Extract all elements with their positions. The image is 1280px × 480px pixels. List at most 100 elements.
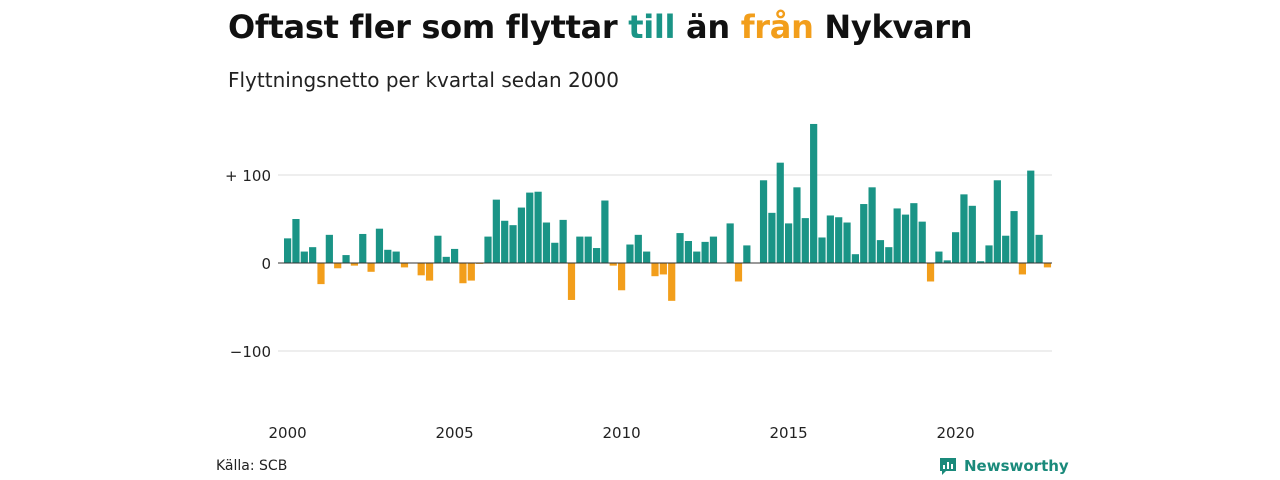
bar — [334, 263, 342, 269]
title-to-word: till — [628, 8, 676, 46]
bar — [926, 263, 935, 282]
bar — [684, 241, 692, 263]
bar — [501, 220, 509, 263]
bar — [726, 223, 734, 263]
x-tick-label: 2015 — [770, 424, 808, 442]
bar — [601, 200, 609, 263]
bar — [810, 123, 818, 264]
bar — [425, 263, 434, 281]
bar — [643, 251, 651, 263]
title-from-word: från — [740, 8, 814, 46]
bar — [375, 228, 384, 263]
y-tick-label: 0 — [261, 255, 271, 273]
bar — [592, 248, 601, 263]
bar — [567, 263, 576, 300]
bar — [609, 263, 617, 266]
bar — [885, 247, 893, 263]
bar — [451, 248, 459, 263]
bar — [434, 235, 442, 263]
bar — [935, 251, 943, 263]
bar — [350, 263, 358, 266]
bar — [943, 260, 951, 263]
bar — [459, 263, 467, 284]
bar — [910, 203, 918, 263]
chart-title: Oftast fler som flyttar till än från Nyk… — [228, 8, 973, 46]
bar — [534, 191, 542, 263]
title-middle: än — [675, 8, 741, 46]
bar — [701, 241, 709, 263]
bar — [367, 263, 375, 272]
newsworthy-logo-icon — [940, 458, 956, 475]
bar — [993, 180, 1001, 263]
bar — [676, 233, 684, 263]
bar — [843, 222, 851, 263]
brand-logo: Newsworthy — [938, 456, 1069, 476]
bar — [484, 236, 492, 263]
brand-name: Newsworthy — [964, 457, 1069, 475]
bar — [868, 187, 876, 263]
chart-subtitle: Flyttningsnetto per kvartal sedan 2000 — [228, 68, 619, 92]
bar — [584, 236, 592, 263]
x-tick-label: 2005 — [436, 424, 474, 442]
bar — [918, 221, 926, 263]
bar — [860, 204, 868, 263]
bar — [793, 187, 801, 263]
bar — [1002, 235, 1010, 263]
bar — [651, 263, 659, 277]
bar — [467, 263, 475, 281]
bar — [559, 219, 567, 263]
bar — [952, 232, 960, 263]
bar — [835, 217, 843, 263]
bar — [826, 215, 834, 263]
bar — [985, 245, 993, 263]
bar — [359, 233, 367, 263]
bar — [392, 251, 400, 263]
bar — [734, 263, 743, 282]
bar — [960, 194, 968, 263]
x-tick-label: 2010 — [603, 424, 641, 442]
bar — [901, 214, 910, 263]
bar — [709, 236, 718, 263]
bar — [768, 212, 776, 263]
title-part1: Oftast fler som flyttar — [228, 8, 629, 46]
bar — [618, 263, 626, 291]
bar — [400, 263, 409, 268]
y-tick-label: −100 — [230, 343, 271, 361]
source-label: Källa: SCB — [216, 458, 288, 474]
bar — [417, 263, 425, 276]
bar — [693, 251, 701, 263]
bar — [292, 219, 300, 263]
bar — [576, 236, 584, 263]
bar — [785, 223, 793, 263]
bar — [668, 263, 676, 301]
bar — [325, 234, 333, 263]
bar — [977, 261, 985, 263]
bar — [542, 222, 551, 263]
bar — [801, 218, 809, 263]
bar — [1018, 263, 1026, 275]
bar — [526, 192, 534, 263]
bar — [442, 256, 450, 263]
x-tick-label: 2020 — [937, 424, 975, 442]
bar — [634, 234, 642, 263]
bar — [1010, 211, 1018, 263]
bar — [743, 245, 751, 263]
bar — [509, 225, 517, 263]
bar — [551, 242, 559, 263]
bar — [517, 207, 525, 263]
bar — [876, 240, 885, 263]
bar — [759, 180, 768, 263]
bar — [1027, 170, 1035, 263]
bar — [1043, 263, 1052, 268]
bar — [492, 199, 500, 263]
bar — [284, 238, 292, 263]
bar — [893, 208, 901, 263]
bar — [659, 263, 667, 275]
bar — [626, 244, 634, 263]
y-tick-label: + 100 — [225, 167, 271, 185]
bar — [776, 162, 784, 263]
bar — [968, 205, 976, 263]
x-tick-label: 2000 — [269, 424, 307, 442]
bar — [818, 237, 826, 263]
